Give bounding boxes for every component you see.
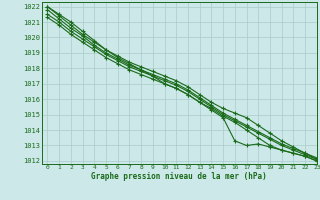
X-axis label: Graphe pression niveau de la mer (hPa): Graphe pression niveau de la mer (hPa)	[91, 172, 267, 181]
